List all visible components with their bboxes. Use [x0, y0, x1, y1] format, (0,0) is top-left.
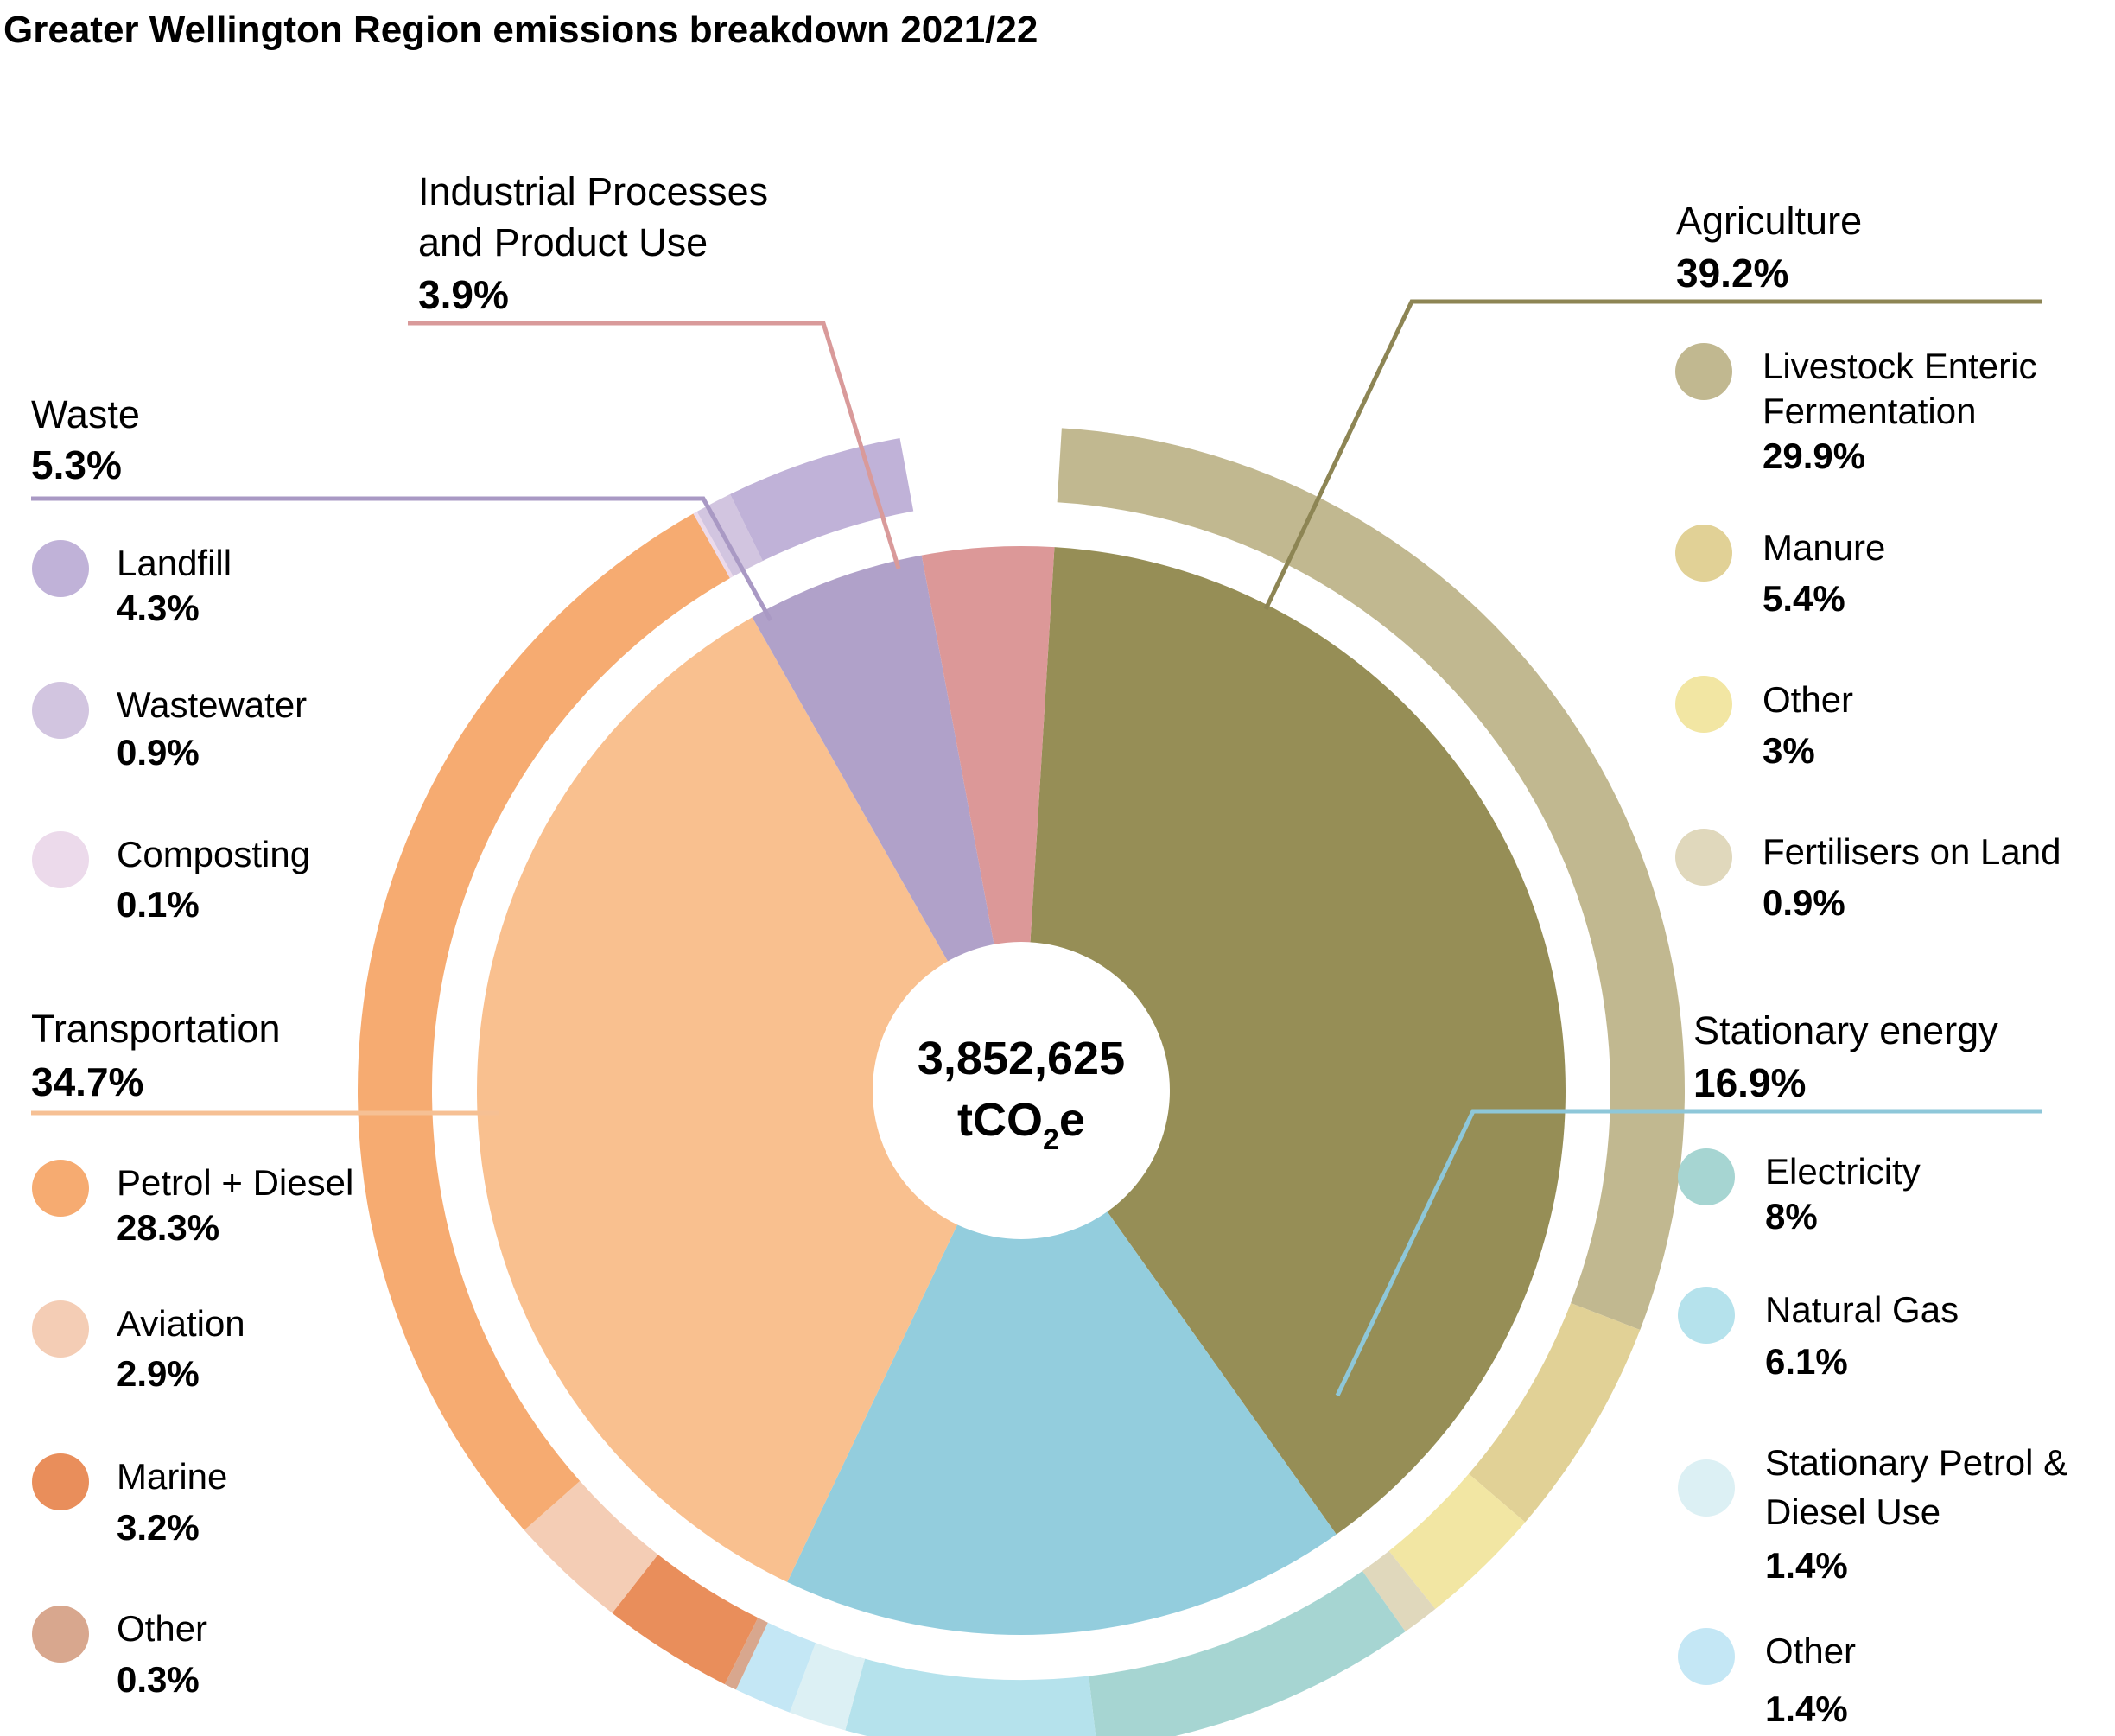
legend-percent: 3%	[1762, 730, 1815, 771]
legend-label: Fertilisers on Land	[1762, 831, 2061, 872]
legend-swatch	[32, 831, 89, 888]
ring-segment-stationary-other	[735, 1622, 816, 1713]
legend-label: Marine	[117, 1456, 227, 1497]
legend-swatch	[1678, 1287, 1735, 1344]
ring-segment-transport-other	[724, 1618, 768, 1690]
legend-label: Aviation	[117, 1303, 245, 1344]
legend-label: Fermentation	[1762, 391, 1976, 431]
ippu-label-line2: and Product Use	[418, 220, 708, 264]
stationary-label: Stationary energy	[1693, 1008, 1998, 1052]
stationary-legend: Stationary energy 16.9% Electricity 8% N…	[1678, 1008, 2067, 1729]
pie-slice-agriculture	[1021, 547, 1566, 1535]
legend-label: Livestock Enteric	[1762, 346, 2036, 386]
legend-swatch	[1675, 829, 1732, 886]
pie-slice-stationary	[787, 1091, 1337, 1636]
ring-segment-transport-petrol-diesel	[358, 513, 730, 1530]
ring-segment-agriculture-manure	[1468, 1302, 1641, 1523]
ippu-label: Industrial Processes	[418, 169, 768, 213]
waste-leader-line	[31, 496, 773, 622]
legend-label: Composting	[117, 834, 310, 874]
legend-percent: 1.4%	[1765, 1688, 1848, 1729]
legend-label: Diesel Use	[1765, 1491, 1940, 1532]
pie-slice-transport	[476, 617, 1021, 1582]
legend-percent: 28.3%	[117, 1207, 219, 1248]
legend-label: Other	[117, 1608, 207, 1649]
legend-swatch	[32, 1606, 89, 1663]
chart-title: Greater Wellington Region emissions brea…	[3, 9, 1038, 51]
ring-segment-transport-aviation	[524, 1480, 658, 1613]
legend-percent: 3.2%	[117, 1507, 200, 1548]
ippu-percent: 3.9%	[418, 272, 509, 317]
legend-swatch	[1675, 343, 1732, 400]
agriculture-legend: Agriculture 39.2% Livestock Enteric Ferm…	[1675, 199, 2061, 923]
ring-segment-waste-composting	[693, 511, 734, 579]
ippu-legend: Industrial Processes and Product Use 3.9…	[418, 169, 768, 317]
ring-segment-transport-marine	[612, 1554, 759, 1685]
legend-percent: 0.9%	[117, 732, 200, 773]
agriculture-percent: 39.2%	[1676, 251, 1788, 296]
pie-slice-waste	[752, 555, 1021, 1091]
total-value: 3,852,625	[918, 1033, 1125, 1084]
ring-segment-stationary-electricity	[1089, 1571, 1406, 1736]
center-hole	[873, 942, 1170, 1239]
legend-swatch	[1675, 676, 1732, 733]
transport-label: Transportation	[31, 1007, 280, 1051]
ring-segment-waste-landfill	[730, 437, 914, 562]
waste-label: Waste	[31, 392, 140, 436]
legend-percent: 4.3%	[117, 588, 200, 628]
legend-label: Wastewater	[117, 684, 307, 725]
legend-percent: 0.3%	[117, 1659, 200, 1700]
legend-swatch	[32, 540, 89, 597]
stationary-percent: 16.9%	[1693, 1060, 1806, 1105]
legend-label: Petrol + Diesel	[117, 1162, 353, 1203]
legend-swatch	[1678, 1459, 1735, 1517]
agriculture-label: Agriculture	[1676, 199, 1862, 243]
legend-label: Electricity	[1765, 1151, 1921, 1192]
legend-label: Landfill	[117, 543, 232, 583]
ring-segment-agriculture-livestock-enteric-fermentation	[1057, 428, 1685, 1330]
legend-percent: 2.9%	[117, 1353, 200, 1394]
total-unit: tCO2e	[957, 1094, 1085, 1156]
ring-segment-stationary-natural-gas	[845, 1658, 1096, 1736]
legend-swatch	[1678, 1628, 1735, 1685]
legend-percent: 0.9%	[1762, 882, 1845, 923]
legend-label: Other	[1765, 1631, 1856, 1671]
legend-swatch	[1678, 1148, 1735, 1205]
legend-percent: 5.4%	[1762, 578, 1845, 619]
legend-swatch	[1675, 525, 1732, 582]
transport-legend: Transportation 34.7% Petrol + Diesel 28.…	[31, 1007, 353, 1700]
waste-percent: 5.3%	[31, 442, 122, 487]
legend-percent: 29.9%	[1762, 436, 1865, 476]
legend-label: Stationary Petrol &	[1765, 1442, 2067, 1483]
agriculture-leader-line	[1263, 299, 2042, 611]
legend-label: Natural Gas	[1765, 1289, 1959, 1330]
legend-swatch	[32, 682, 89, 739]
legend-label: Other	[1762, 679, 1853, 720]
stationary-leader-line	[1335, 1109, 2042, 1397]
waste-legend: Waste 5.3% Landfill 4.3% Wastewater 0.9%…	[31, 392, 310, 925]
ring-segment-agriculture-fertilisers-on-land	[1362, 1550, 1436, 1632]
legend-label: Manure	[1762, 527, 1885, 568]
ring-segment-stationary-stationary-petrol-diesel-use	[790, 1643, 866, 1731]
legend-swatch	[32, 1300, 89, 1358]
ippu-leader-line	[408, 321, 901, 569]
outer-ring	[358, 428, 1685, 1736]
legend-percent: 6.1%	[1765, 1341, 1848, 1382]
ring-segment-agriculture-other	[1388, 1473, 1526, 1610]
legend-percent: 8%	[1765, 1196, 1818, 1237]
legend-swatch	[32, 1453, 89, 1510]
transport-percent: 34.7%	[31, 1059, 143, 1104]
legend-swatch	[32, 1160, 89, 1217]
legend-percent: 1.4%	[1765, 1545, 1848, 1586]
legend-percent: 0.1%	[117, 884, 200, 925]
